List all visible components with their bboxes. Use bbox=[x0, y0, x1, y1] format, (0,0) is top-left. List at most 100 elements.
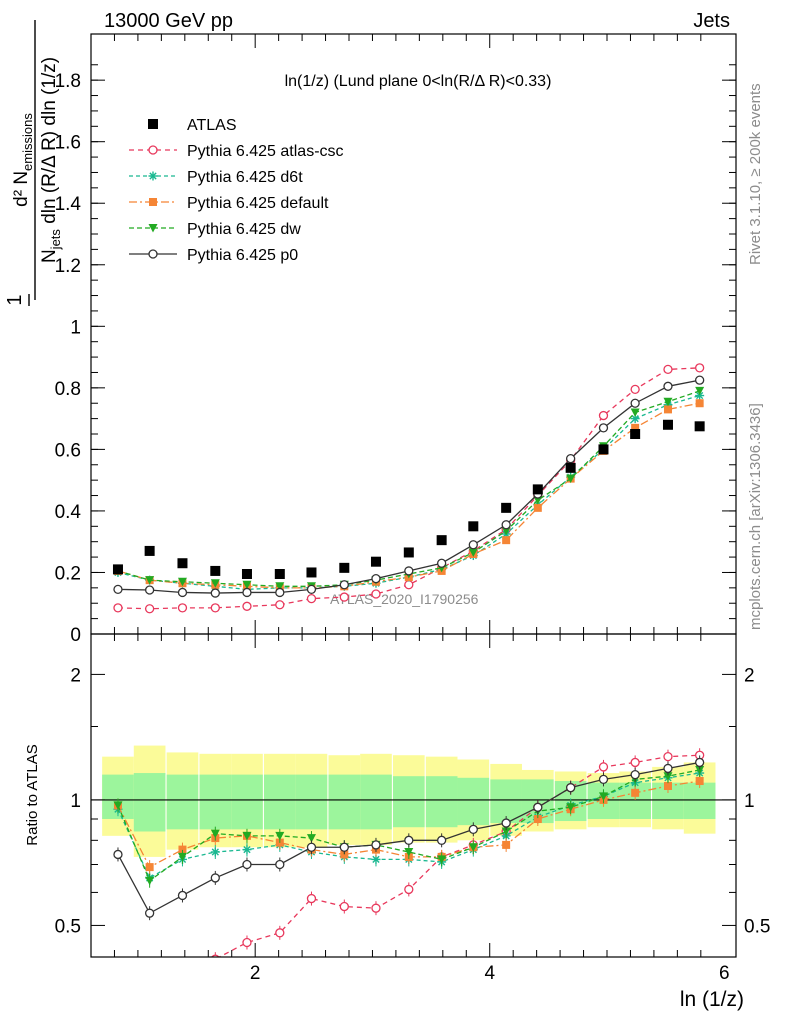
point-atlas bbox=[436, 535, 447, 546]
ratio-point-pythia-6-425-p0 bbox=[630, 769, 640, 780]
point-pythia-6-425-atlas-csc bbox=[144, 604, 155, 614]
line-pythia-6-425-d6t bbox=[117, 394, 700, 591]
point-pythia-6-425-p0 bbox=[630, 398, 640, 408]
point-pythia-6-425-atlas-csc bbox=[306, 593, 317, 604]
ratio-point-pythia-6-425-dw bbox=[113, 801, 123, 810]
ratio-point-pythia-6-425-default bbox=[145, 863, 154, 872]
point-pythia-6-425-d6t bbox=[630, 414, 640, 424]
ratio-point-pythia-6-425-p0 bbox=[210, 873, 220, 883]
point-pythia-6-425-atlas-csc bbox=[339, 592, 349, 602]
ratio-ytick-label-right: 1 bbox=[744, 791, 755, 812]
point-pythia-6-425-p0 bbox=[371, 573, 381, 584]
ratio-point-pythia-6-425-d6t-d2 bbox=[211, 848, 219, 856]
ratio-point-pythia-6-425-atlas-csc bbox=[178, 976, 186, 984]
point-pythia-6-425-dw bbox=[468, 548, 478, 557]
x-tick-label: 6 bbox=[719, 963, 730, 984]
point-pythia-6-425-p0 bbox=[468, 540, 478, 550]
ratio-ytick-label-right: 0.5 bbox=[744, 916, 770, 937]
ratio-point-pythia-6-425-default bbox=[695, 777, 704, 786]
point-pythia-6-425-p0 bbox=[177, 587, 188, 598]
point-atlas bbox=[565, 462, 576, 473]
svg-text:d² Nemissions: d² Nemissions bbox=[11, 113, 35, 207]
point-pythia-6-425-dw bbox=[275, 582, 285, 591]
point-pythia-6-425-d6t-d2 bbox=[631, 414, 639, 423]
ratio-point-pythia-6-425-d6t bbox=[371, 854, 381, 864]
ratio-band-inner bbox=[166, 774, 199, 830]
ratio-point-pythia-6-425-atlas-csc bbox=[339, 901, 349, 912]
point-pythia-6-425-atlas-csc bbox=[210, 603, 220, 613]
point-atlas bbox=[339, 562, 350, 573]
ratio-point-pythia-6-425-dw bbox=[145, 876, 155, 886]
ratio-point-pythia-6-425-atlas-csc bbox=[663, 751, 673, 762]
point-pythia-6-425-dw bbox=[210, 579, 220, 588]
point-atlas bbox=[112, 564, 123, 575]
point-pythia-6-425-d6t-d2 bbox=[696, 391, 704, 400]
ratio-point-pythia-6-425-p0 bbox=[339, 842, 349, 852]
main-y-axis-label: 1 bbox=[4, 294, 30, 306]
ratio-point-pythia-6-425-dw bbox=[210, 829, 220, 839]
legend-marker-pythia-6-425-atlas-csc bbox=[148, 145, 158, 155]
legend-marker-pythia-6-425-dw bbox=[148, 224, 158, 233]
point-atlas bbox=[274, 569, 285, 579]
point-pythia-6-425-p0 bbox=[275, 587, 285, 598]
ratio-ytick-label: 0.5 bbox=[55, 916, 81, 937]
ratio-point-pythia-6-425-atlas-csc bbox=[242, 937, 252, 948]
point-pythia-6-425-p0 bbox=[501, 520, 511, 530]
point-pythia-6-425-atlas-csc bbox=[598, 410, 609, 421]
ratio-point-pythia-6-425-p0 bbox=[144, 908, 155, 918]
point-atlas bbox=[241, 569, 252, 579]
point-pythia-6-425-dw bbox=[533, 496, 543, 505]
ratio-point-pythia-6-425-p0 bbox=[501, 818, 511, 828]
point-pythia-6-425-default bbox=[695, 399, 704, 408]
point-pythia-6-425-default bbox=[533, 503, 542, 512]
main-ytick-label: 0.4 bbox=[55, 502, 82, 523]
ratio-point-pythia-6-425-default bbox=[533, 814, 542, 823]
ratio-point-pythia-6-425-p0 bbox=[468, 824, 478, 834]
ratio-point-pythia-6-425-atlas-csc bbox=[146, 1014, 154, 1022]
ratio-band-inner bbox=[133, 773, 166, 832]
ratio-frame bbox=[90, 633, 737, 958]
point-atlas bbox=[630, 429, 641, 439]
x-axis-label: ln (1/z) bbox=[680, 988, 744, 1011]
point-pythia-6-425-dw bbox=[501, 526, 511, 536]
point-atlas bbox=[177, 558, 188, 569]
svg-text:Njets dln (R/Δ R) dln (1/z): Njets dln (R/Δ R) dln (1/z) bbox=[39, 57, 63, 263]
main-ytick-label: 1 bbox=[70, 317, 81, 338]
main-ytick-label: 1.2 bbox=[55, 256, 81, 277]
ratio-point-pythia-6-425-dw bbox=[501, 827, 511, 836]
point-pythia-6-425-dw bbox=[177, 577, 187, 587]
ratio-band-inner bbox=[360, 774, 392, 830]
legend-label-pythia-6-425-default: Pythia 6.425 default bbox=[187, 195, 329, 212]
main-ytick-label: 0 bbox=[70, 625, 81, 646]
legend-marker-pythia-6-425-d6t bbox=[148, 171, 158, 181]
ratio-point-pythia-6-425-dw bbox=[566, 803, 576, 812]
ratio-point-pythia-6-425-p0 bbox=[306, 842, 317, 852]
point-pythia-6-425-atlas-csc bbox=[275, 600, 285, 610]
point-atlas bbox=[306, 567, 317, 578]
ratio-band-inner bbox=[392, 776, 425, 828]
ratio-data-layer bbox=[91, 745, 736, 1022]
ratio-point-pythia-6-425-default bbox=[663, 781, 672, 790]
legend-marker-pythia-6-425-d6t-d2 bbox=[149, 172, 157, 180]
ratio-point-pythia-6-425-p0 bbox=[694, 757, 705, 768]
point-atlas bbox=[694, 421, 705, 432]
ratio-band-inner bbox=[425, 776, 458, 828]
line-pythia-6-425-p0 bbox=[117, 379, 700, 594]
point-atlas bbox=[662, 419, 673, 430]
main-panel: 0 0.2 0.4 0.6 0.8 1 1.2 1.4 1.6 1.8 bbox=[55, 33, 737, 646]
point-atlas bbox=[403, 547, 414, 558]
legend-label-atlas: ATLAS bbox=[187, 117, 237, 134]
point-pythia-6-425-p0 bbox=[339, 580, 349, 590]
ratio-point-pythia-6-425-dw bbox=[598, 792, 608, 801]
point-pythia-6-425-dw bbox=[145, 576, 155, 585]
ratio-ytick-label: 1 bbox=[70, 791, 81, 812]
ratio-point-pythia-6-425-default bbox=[502, 840, 511, 849]
point-pythia-6-425-dw bbox=[663, 397, 673, 407]
main-ytick-label: 0.8 bbox=[55, 379, 81, 400]
point-pythia-6-425-p0 bbox=[404, 566, 414, 576]
legend-label-pythia-6-425-atlas-csc: Pythia 6.425 atlas-csc bbox=[187, 143, 344, 160]
point-pythia-6-425-p0 bbox=[113, 584, 123, 595]
point-pythia-6-425-p0 bbox=[694, 375, 705, 385]
ratio-point-pythia-6-425-dw bbox=[242, 831, 252, 841]
ratio-point-pythia-6-425-atlas-csc bbox=[404, 884, 414, 895]
